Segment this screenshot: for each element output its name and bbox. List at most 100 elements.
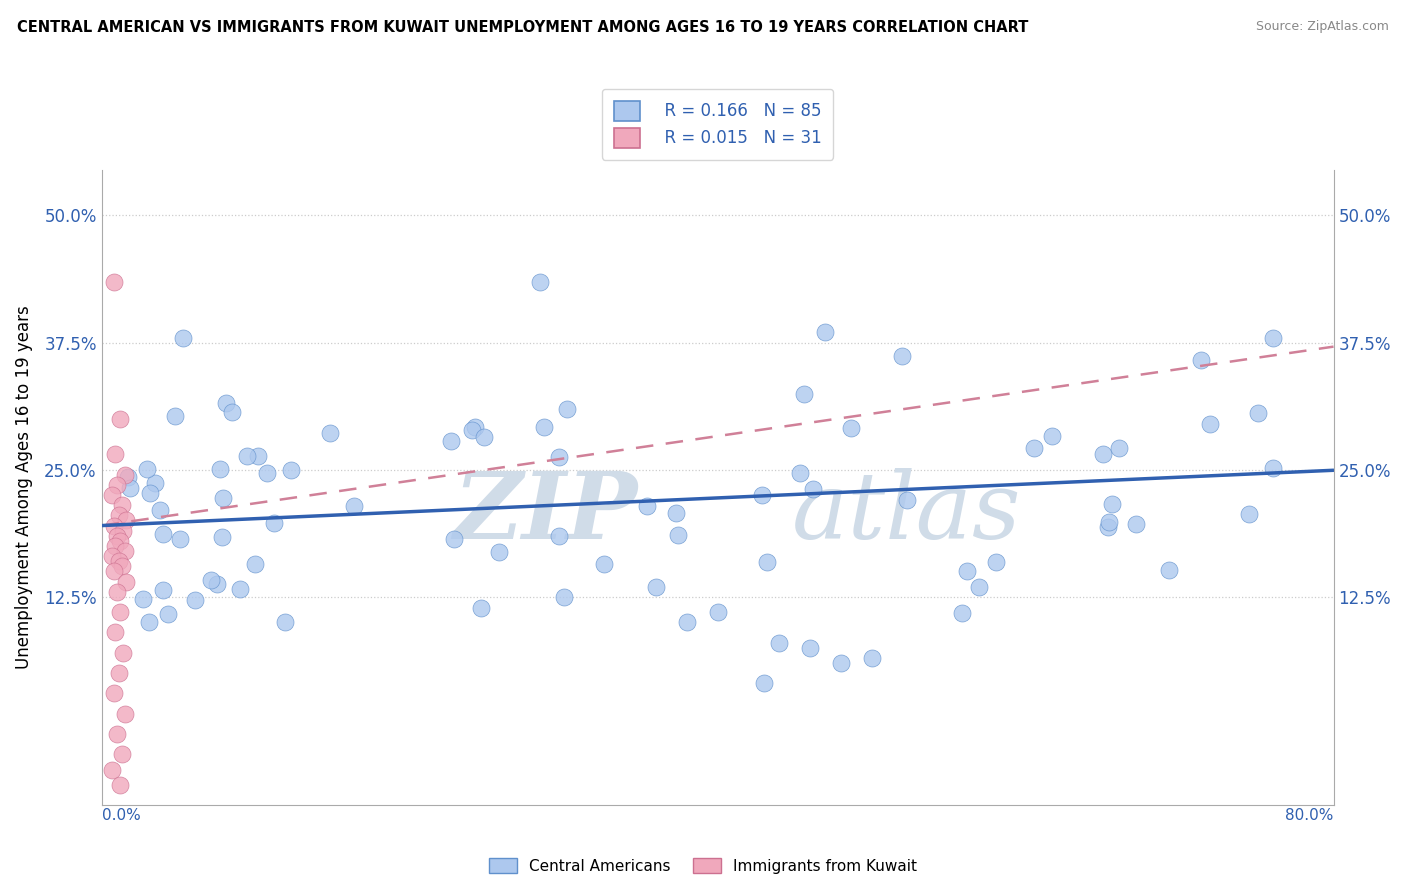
Point (105, 584, 128, 599)
Point (103, 275, 125, 289)
Point (553, 590, 575, 604)
Point (1022, 441, 1045, 455)
Point (107, 665, 129, 680)
Point (950, 606, 973, 620)
Point (675, 615, 697, 630)
Point (488, 545, 510, 559)
Point (215, 396, 238, 410)
Point (555, 401, 578, 416)
Point (665, 506, 688, 520)
Point (205, 577, 228, 591)
Point (184, 593, 207, 607)
Point (839, 421, 862, 435)
Text: 0.0%: 0.0% (101, 808, 141, 823)
Point (1101, 497, 1123, 511)
Point (152, 527, 174, 541)
Point (789, 467, 811, 481)
Point (1247, 406, 1270, 420)
Point (115, 514, 138, 528)
Point (1261, 461, 1284, 475)
Point (768, 635, 790, 649)
Point (755, 556, 778, 570)
Point (636, 499, 658, 513)
Point (969, 580, 991, 594)
Point (103, 686, 125, 700)
Point (860, 650, 883, 665)
Point (752, 676, 775, 690)
Point (1098, 515, 1121, 529)
Point (645, 580, 668, 594)
Point (1159, 563, 1181, 577)
Point (152, 582, 174, 597)
Point (149, 502, 172, 516)
Point (110, 498, 132, 512)
Point (169, 533, 191, 547)
Point (891, 349, 914, 363)
Point (439, 434, 461, 449)
Point (112, 524, 135, 538)
Point (105, 529, 128, 543)
Point (803, 483, 825, 497)
Point (107, 508, 129, 523)
Point (799, 640, 821, 655)
Point (1237, 508, 1260, 522)
Point (105, 478, 128, 492)
Point (103, 518, 125, 533)
Point (273, 615, 295, 630)
Text: Source: ZipAtlas.com: Source: ZipAtlas.com (1256, 20, 1389, 33)
Point (136, 462, 159, 476)
Point (245, 558, 267, 572)
Point (104, 539, 127, 553)
Point (256, 467, 278, 481)
Point (120, 481, 142, 495)
Point (236, 449, 259, 463)
Point (138, 615, 160, 630)
Point (114, 706, 136, 721)
Point (1261, 330, 1284, 344)
Point (443, 532, 465, 546)
Point (814, 326, 837, 340)
Point (143, 475, 166, 490)
Point (319, 425, 342, 440)
Point (896, 492, 918, 507)
Text: ZIP: ZIP (453, 468, 637, 558)
Point (165, 409, 187, 423)
Y-axis label: Unemployment Among Ages 16 to 19 years: Unemployment Among Ages 16 to 19 years (15, 306, 32, 669)
Point (751, 488, 773, 502)
Point (105, 727, 128, 741)
Point (107, 554, 129, 568)
Point (1040, 428, 1063, 442)
Point (592, 557, 614, 571)
Point (108, 412, 131, 426)
Point (209, 462, 232, 476)
Point (461, 424, 484, 438)
Point (1108, 441, 1130, 455)
Point (211, 530, 233, 544)
Point (1091, 447, 1114, 461)
Point (1097, 520, 1119, 534)
Point (547, 450, 569, 464)
Point (172, 331, 194, 345)
Text: atlas: atlas (792, 468, 1021, 558)
Point (138, 486, 160, 500)
Point (830, 656, 852, 670)
Point (529, 275, 551, 289)
Point (112, 646, 135, 660)
Point (104, 447, 127, 461)
Point (1199, 417, 1222, 431)
Point (108, 533, 131, 548)
Point (212, 491, 235, 505)
Point (110, 559, 132, 574)
Point (472, 430, 495, 444)
Point (263, 516, 285, 530)
Point (1189, 353, 1212, 368)
Point (1125, 516, 1147, 531)
Point (108, 605, 131, 619)
Point (280, 463, 302, 477)
Point (103, 565, 125, 579)
Point (104, 625, 127, 640)
Point (157, 607, 180, 622)
Point (101, 488, 124, 502)
Point (221, 405, 243, 419)
Point (956, 564, 979, 578)
